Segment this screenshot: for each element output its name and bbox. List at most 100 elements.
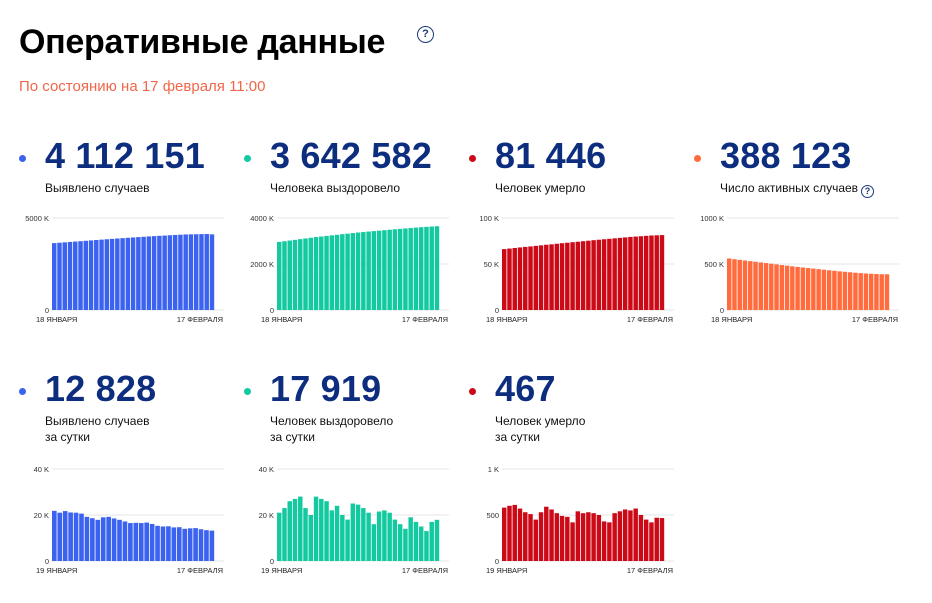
y-tick-label: 0 [45,557,49,566]
bar [160,526,166,561]
bar [334,234,340,310]
x-tick-label: 18 ЯНВАРЯ [36,315,77,324]
bar [596,515,602,561]
bar [392,519,398,561]
bar [612,238,617,310]
bar [340,515,345,561]
stat-value: 81 446 [495,135,607,176]
bar [570,242,575,310]
x-tick-label: 19 ЯНВАРЯ [486,566,527,575]
bar [408,517,413,561]
bar [83,240,89,310]
bar [805,268,811,310]
stat-label: Человек умерло [495,180,585,196]
bar [308,237,314,310]
bar [622,237,628,310]
stat-card: 12 828 Выявлено случаев за сутки 0 20 K 40 K 1… [19,363,241,603]
x-tick-label: 18 ЯНВАРЯ [261,315,302,324]
bar [138,523,144,561]
bar [334,505,340,561]
bar [434,226,440,310]
bar [580,241,586,310]
bar [517,508,523,561]
bar [821,269,827,310]
bar [538,512,544,561]
y-tick-label: 50 K [484,260,499,269]
bar [429,226,434,310]
y-tick-label: 0 [45,306,49,315]
x-tick-label: 17 ФЕВРАЛЯ [627,315,673,324]
bar [507,248,512,310]
bar [413,521,419,561]
y-tick-label: 2000 K [250,260,274,269]
bar [282,241,287,310]
bar [633,508,638,561]
bar [654,235,659,310]
help-icon[interactable]: ? [861,185,875,198]
bar [795,266,800,310]
stat-value: 17 919 [270,368,382,409]
y-tick-label: 500 K [704,260,724,269]
bar [130,237,136,310]
bar [371,524,377,561]
bar [659,518,665,561]
bar [188,234,194,310]
bar [397,228,403,310]
bar [418,526,424,561]
bar [607,238,612,310]
bar [287,501,292,561]
bar-chart: 0 20 K 40 K 19 ЯНВАРЯ 17 ФЕВРАЛЯ [259,465,449,575]
bar [182,528,188,561]
bar [162,235,167,310]
bar [586,512,591,561]
bar [277,512,282,561]
bar [727,258,732,310]
bar [350,233,356,310]
bar [575,241,581,310]
y-tick-label: 500 [486,511,499,520]
bar [345,233,350,310]
bar [397,524,403,561]
bar [434,519,440,561]
bar [376,511,382,561]
bar [329,510,335,561]
bar [128,523,133,561]
bar [157,235,162,310]
stat-label: Выявлено случаев за сутки [45,413,150,445]
bar [287,240,292,310]
x-tick-label: 17 ФЕВРАЛЯ [177,315,223,324]
bar [512,504,517,561]
bar [376,230,382,310]
bar [117,519,122,561]
bar [355,504,361,561]
bar [591,240,596,310]
bar [204,530,209,561]
bar [533,245,539,310]
bar [403,228,408,310]
help-icon[interactable]: ? [417,26,434,43]
stat-label-line: Выявлено случаев [45,414,150,428]
y-tick-label: 4000 K [250,214,274,223]
bar [758,262,764,310]
bar [392,229,398,310]
bar [94,240,99,310]
x-tick-label: 18 ЯНВАРЯ [711,315,752,324]
bar [628,510,633,561]
bar [753,261,758,310]
stat-card: 4 112 151 Выявлено случаев 0 5000 K 18 ЯНВАР… [19,130,241,370]
bar [111,518,117,561]
bar [144,522,149,561]
bar [748,261,753,310]
bar [193,234,199,310]
stat-value: 467 [495,368,556,409]
bar [617,511,623,561]
bar [104,239,110,310]
bar [57,242,62,310]
y-tick-label: 20 K [34,511,49,520]
bar [387,512,392,561]
bar [858,273,863,310]
bar [209,530,215,561]
bar [565,242,570,310]
stat-label-line: Человек умерло [495,181,586,195]
bar [424,226,429,310]
